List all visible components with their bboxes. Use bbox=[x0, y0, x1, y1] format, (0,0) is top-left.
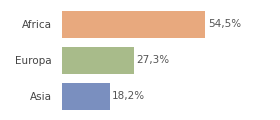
Bar bbox=[62, 11, 206, 37]
Bar bbox=[62, 46, 134, 73]
Bar bbox=[62, 83, 110, 109]
Text: 27,3%: 27,3% bbox=[136, 55, 169, 65]
Text: 18,2%: 18,2% bbox=[112, 91, 145, 101]
Text: 54,5%: 54,5% bbox=[208, 19, 241, 29]
